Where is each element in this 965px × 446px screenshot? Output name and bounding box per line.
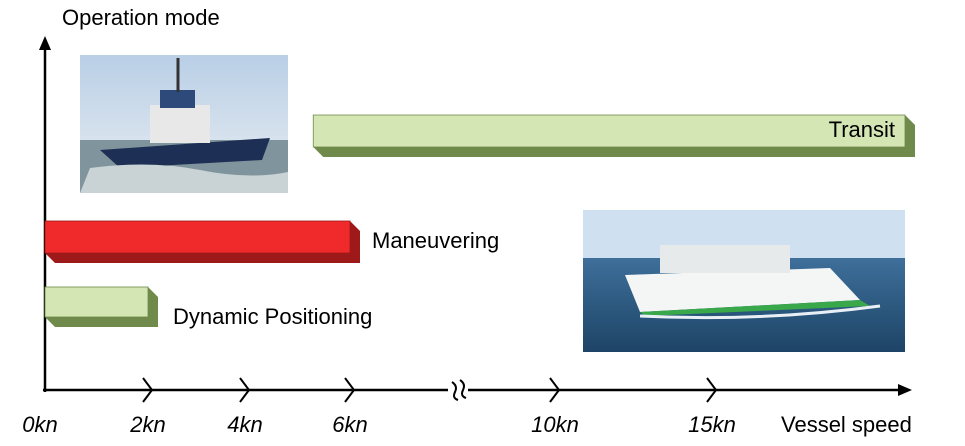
ferry-photo	[583, 210, 905, 352]
bar	[44, 286, 149, 318]
tick-mark	[706, 377, 718, 403]
bar	[44, 220, 351, 254]
bar-depth	[45, 221, 360, 263]
tick-mark	[142, 377, 154, 403]
bar-depth	[313, 115, 915, 157]
tick-mark	[344, 377, 356, 403]
x-tick-label: 2kn	[129, 412, 165, 437]
x-axis-title: Vessel speed	[781, 412, 912, 437]
x-tick-label: 10kn	[531, 412, 579, 437]
tick-mark	[239, 377, 251, 403]
axis-break	[451, 379, 467, 401]
bar-label: Maneuvering	[372, 228, 499, 253]
x-tick-label: 0kn	[22, 412, 57, 437]
y-axis-title: Operation mode	[62, 5, 220, 30]
tick-mark	[549, 377, 561, 403]
bar-label: Dynamic Positioning	[173, 304, 372, 329]
bar-label: Transit	[829, 117, 895, 142]
x-tick-label: 6kn	[332, 412, 367, 437]
bar	[312, 114, 906, 148]
plot: 0kn 2kn 4kn 6kn 10kn 15kn Dynamic Positioning M…	[22, 114, 915, 437]
x-tick-label: 15kn	[688, 412, 736, 437]
x-tick-label: 4kn	[227, 412, 262, 437]
tug-photo	[80, 55, 288, 193]
